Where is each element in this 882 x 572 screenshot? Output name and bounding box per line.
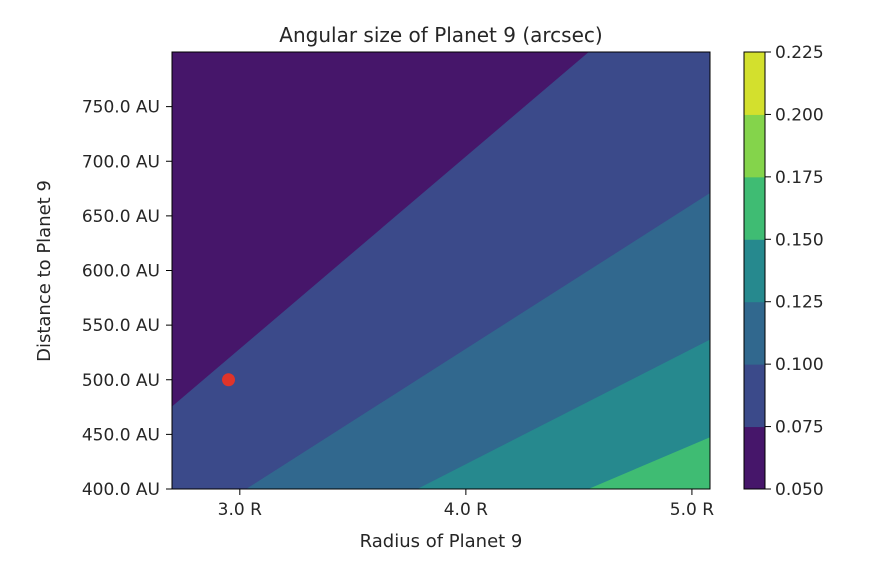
x-axis-label: Radius of Planet 9 [360,531,523,552]
y-tick-label: 600.0 AU [82,262,160,282]
colorbar-tick-label: 0.100 [775,355,824,375]
colorbar-tick-label: 0.125 [775,293,824,313]
y-tick-label: 750.0 AU [82,98,160,118]
colorbar-band-0.200 [744,52,765,115]
colorbar: 0.050 0.075 0.100 0.125 0.150 0.175 0.200 0.225 [743,43,824,500]
x-axis: 3.0 R 4.0 R 5.0 R [218,489,714,520]
x-tick-label: 3.0 R [218,500,262,520]
contour-band-0.100-0.125 [246,193,710,489]
colorbar-band-0.125 [744,239,765,303]
y-tick-label: 450.0 AU [82,425,160,445]
y-tick-label: 550.0 AU [82,316,160,336]
y-tick-label: 500.0 AU [82,371,160,391]
colorbar-band-0.100 [744,301,765,365]
colorbar-tick-label: 0.075 [775,418,824,438]
planet9-estimate-marker [222,373,236,387]
colorbar-band-0.075 [744,364,765,428]
colorbar-tick-label: 0.225 [775,43,824,63]
colorbar-band-0.175 [744,114,765,178]
y-tick-label: 700.0 AU [82,152,160,172]
contour-band-0.125-0.150 [417,339,710,489]
contour-band-0.075-0.100 [172,52,710,489]
y-tick-label: 400.0 AU [82,480,160,500]
y-axis: 400.0 AU 450.0 AU 500.0 AU 550.0 AU 600.0 AU… [82,98,172,500]
colorbar-frame [743,51,766,490]
colorbar-band-0.150 [744,176,765,240]
colorbar-tick-label: 0.050 [775,480,824,500]
colorbar-tick-label: 0.150 [775,230,824,250]
x-tick-label: 5.0 R [670,500,714,520]
y-tick-label: 650.0 AU [82,207,160,227]
plot-area [172,52,710,489]
colorbar-band-0.050 [744,426,765,490]
x-tick-label: 4.0 R [444,500,488,520]
y-axis-label: Distance to Planet 9 [34,180,55,362]
colorbar-tick-label: 0.175 [775,168,824,188]
contour-band-0.150-0.175 [588,437,710,489]
chart-title: Angular size of Planet 9 (arcsec) [279,23,602,47]
colorbar-tick-label: 0.200 [775,105,824,125]
